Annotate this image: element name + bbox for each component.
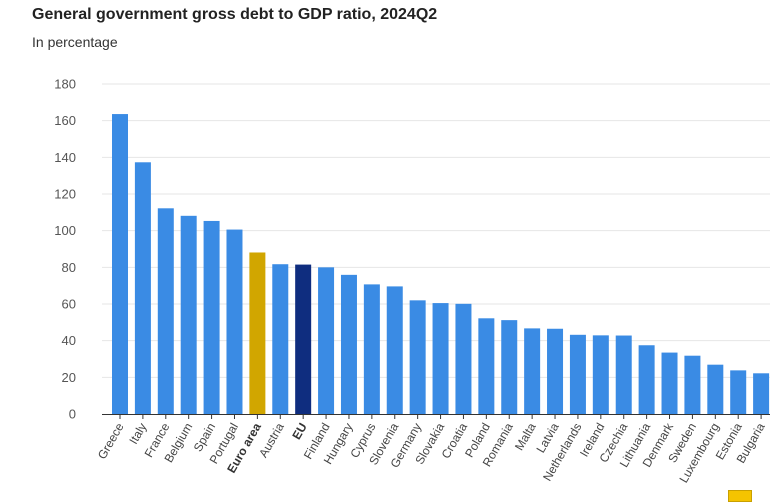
legend-chip xyxy=(728,490,752,502)
x-axis-ticks: Greece ItalyFranceBelgiumSpainPortugalEur… xyxy=(95,420,768,486)
bar-germany xyxy=(409,300,426,414)
bar-czechia xyxy=(615,335,632,414)
bar-italy xyxy=(134,162,151,414)
bar-spain xyxy=(203,220,220,414)
y-tick-label: 80 xyxy=(62,260,76,275)
bar-malta xyxy=(524,328,541,414)
bar-poland xyxy=(478,318,495,414)
bar-austria xyxy=(272,264,289,414)
bar-ireland xyxy=(592,335,609,414)
y-tick-label: 100 xyxy=(54,223,76,238)
y-tick-label: 120 xyxy=(54,187,76,202)
bar-slovenia xyxy=(386,286,403,414)
x-tick-label: Italy xyxy=(126,421,149,447)
bars xyxy=(112,114,770,415)
x-tick-label: EU xyxy=(289,421,309,442)
bar-belgium xyxy=(180,215,197,414)
bar-france xyxy=(157,208,174,414)
chart-title: General government gross debt to GDP rat… xyxy=(32,6,438,23)
bar-netherlands xyxy=(569,334,586,414)
bar-denmark xyxy=(661,352,678,414)
bar-eu xyxy=(295,264,312,414)
y-tick-label: 40 xyxy=(62,333,76,348)
bar-lithuania xyxy=(638,345,655,414)
bar-luxembourg xyxy=(707,364,724,414)
bar-latvia xyxy=(547,328,564,414)
bar-slovakia xyxy=(432,303,449,414)
bar-portugal xyxy=(226,229,243,414)
bar-bulgaria xyxy=(753,373,770,414)
bar-euro-area xyxy=(249,252,266,414)
y-tick-label: 0 xyxy=(69,407,76,422)
x-axis xyxy=(102,414,770,419)
y-tick-label: 140 xyxy=(54,150,76,165)
y-axis-ticks: 0 20 40 60 80 100 120 140 160 180 xyxy=(54,77,76,422)
x-tick-label: Greece xyxy=(95,420,127,461)
bar-greece xyxy=(112,114,128,415)
chart-subtitle: In percentage xyxy=(32,34,118,50)
bar-cyprus xyxy=(363,284,380,414)
bar-romania xyxy=(501,320,518,414)
y-tick-label: 180 xyxy=(54,77,76,92)
y-tick-label: 20 xyxy=(62,370,76,385)
y-tick-label: 60 xyxy=(62,297,76,312)
bar-hungary xyxy=(340,274,357,414)
bar-croatia xyxy=(455,303,472,414)
bar-estonia xyxy=(730,370,747,414)
y-tick-label: 160 xyxy=(54,113,76,128)
bar-sweden xyxy=(684,355,701,414)
bar-finland xyxy=(318,267,335,414)
